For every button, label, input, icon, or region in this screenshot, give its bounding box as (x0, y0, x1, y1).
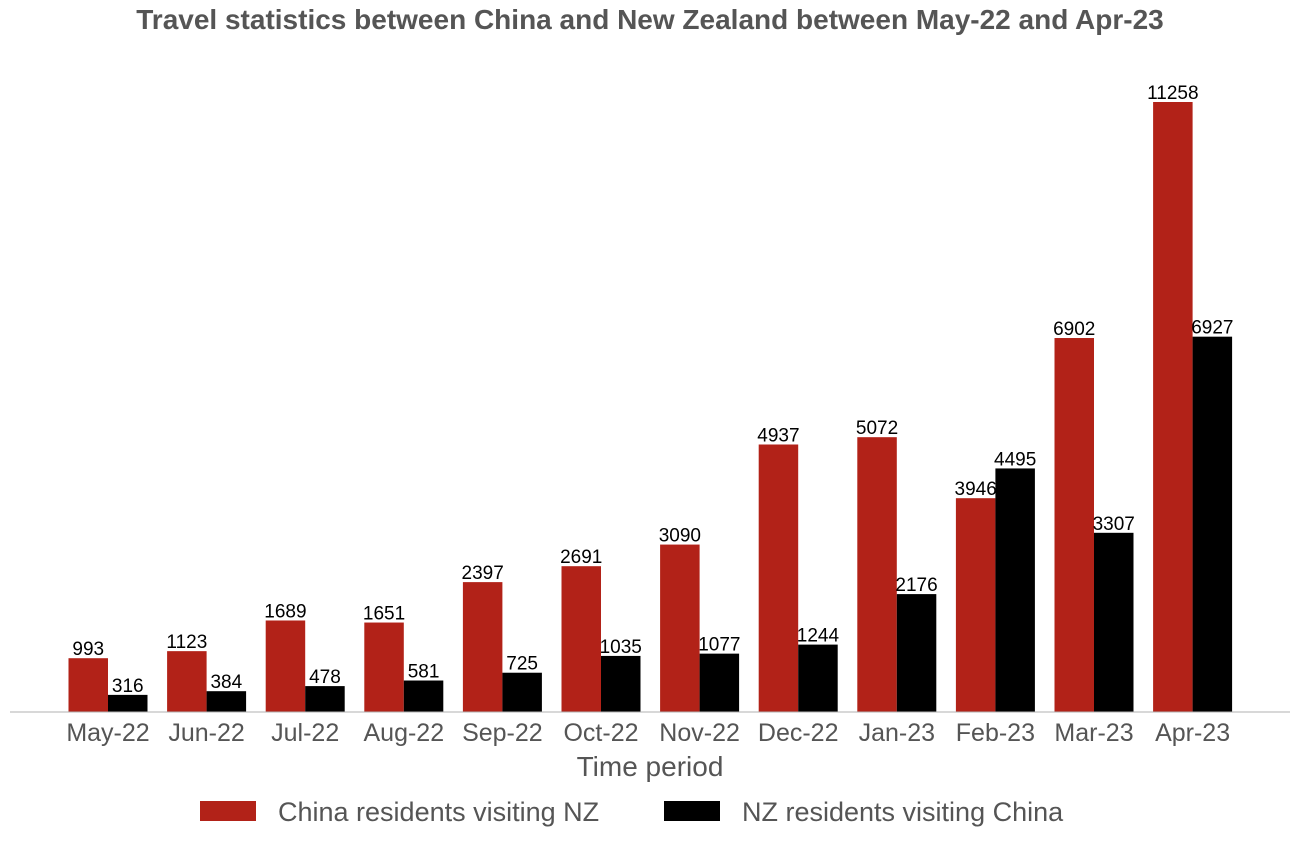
data-label: 993 (72, 639, 104, 660)
data-label: 2176 (895, 575, 937, 596)
x-tick-labels: May-22 Jun-22 Jul-22 Aug-22 Sep-22 Oct-22 Nov-… (66, 719, 1230, 747)
bar-china-residents (68, 658, 108, 712)
data-label: 1077 (698, 635, 740, 656)
data-label: 725 (506, 654, 538, 675)
bar-china-residents (265, 620, 306, 712)
data-label: 3946 (955, 479, 997, 500)
x-tick-label: Dec-22 (758, 719, 839, 747)
legend-swatch (200, 801, 256, 821)
x-tick-label: Sep-22 (462, 719, 543, 747)
bar-china-residents (955, 498, 996, 712)
data-label: 4495 (994, 449, 1036, 470)
legend-item-nz-residents: NZ residents visiting China (664, 797, 1064, 827)
bar-nz-residents (896, 594, 937, 712)
x-tick-label: Jan-23 (859, 719, 935, 747)
x-tick-label: Feb-23 (956, 719, 1035, 747)
bar-nz-residents (502, 672, 542, 712)
bar-nz-residents (305, 686, 345, 712)
chart-title: Travel statistics between China and New … (136, 4, 1164, 35)
data-label: 1651 (363, 604, 405, 625)
bar-china-residents (561, 566, 601, 712)
bar-china-residents (364, 622, 404, 712)
bar-china-residents (1153, 102, 1193, 712)
bar-china-residents (167, 651, 207, 712)
bar-china-residents (857, 437, 897, 712)
data-label: 1244 (797, 626, 840, 647)
x-tick-label: Nov-22 (659, 719, 740, 747)
legend-swatch (664, 801, 720, 821)
legend: China residents visiting NZ NZ residents … (200, 797, 1064, 827)
data-label: 316 (112, 676, 144, 697)
bar-china-residents (660, 544, 700, 712)
bars-layer (68, 102, 1233, 712)
data-label: 5072 (856, 418, 898, 439)
bar-nz-residents (699, 653, 740, 712)
data-label: 581 (408, 662, 440, 683)
data-label: 3090 (659, 526, 701, 547)
x-tick-label: May-22 (66, 719, 149, 747)
x-tick-label: Jul-22 (271, 719, 339, 747)
bar-china-residents (1054, 338, 1094, 712)
data-label: 1689 (264, 601, 306, 622)
legend-item-china-residents: China residents visiting NZ (200, 797, 599, 827)
data-label: 1035 (600, 637, 642, 658)
bar-china-residents (758, 444, 799, 712)
x-tick-label: Apr-23 (1155, 719, 1230, 747)
legend-label: China residents visiting NZ (278, 797, 599, 827)
data-label: 478 (309, 667, 341, 688)
data-label: 1123 (166, 632, 207, 653)
bar-china-residents (462, 582, 503, 712)
data-label: 11258 (1147, 83, 1198, 104)
bar-nz-residents (798, 644, 838, 712)
bar-nz-residents (403, 680, 444, 712)
x-tick-label: Mar-23 (1054, 719, 1133, 747)
x-axis-title: Time period (577, 751, 724, 782)
data-label: 384 (210, 672, 242, 693)
x-tick-label: Oct-22 (563, 719, 638, 747)
bar-nz-residents (108, 694, 148, 712)
bar-nz-residents (1192, 336, 1233, 712)
data-label: 4937 (757, 426, 799, 447)
data-label: 2397 (462, 563, 504, 584)
bar-nz-residents (206, 691, 247, 712)
x-tick-label: Jun-22 (168, 719, 244, 747)
x-tick-label: Aug-22 (363, 719, 444, 747)
bar-nz-residents (601, 655, 641, 712)
bar-nz-residents (995, 468, 1035, 712)
data-label: 6902 (1053, 319, 1095, 340)
bar-nz-residents (1094, 532, 1134, 712)
data-label: 3307 (1093, 514, 1135, 535)
data-label: 2691 (560, 547, 602, 568)
data-label: 6927 (1191, 318, 1233, 339)
legend-label: NZ residents visiting China (742, 797, 1064, 827)
